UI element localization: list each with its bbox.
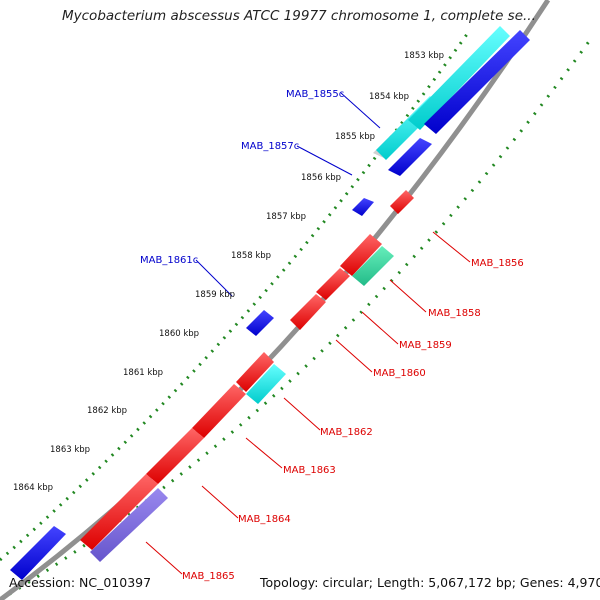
gene-label-mab-1865[interactable]: MAB_1865 — [182, 571, 235, 582]
scale-label: 1858 kbp — [231, 251, 271, 261]
gene-arrow-mab-1863[interactable] — [192, 384, 246, 438]
gene-label-mab-1864[interactable]: MAB_1864 — [238, 514, 291, 525]
leader-mab-1859 — [361, 311, 399, 345]
gene-arrow-mab-1865[interactable] — [80, 474, 158, 550]
accession-text: Accession: NC_010397 — [9, 575, 152, 590]
scale-label: 1862 kbp — [87, 406, 127, 416]
scale-label: 1855 kbp — [335, 132, 375, 142]
scale-label: 1863 kbp — [50, 445, 90, 455]
leader-mab-1864 — [201, 485, 239, 519]
gene-label-mab-1857c[interactable]: MAB_1857c — [241, 141, 299, 152]
gene-label-mab-1855c[interactable]: MAB_1855c — [286, 89, 344, 100]
gene-label-mab-1860[interactable]: MAB_1860 — [373, 368, 426, 379]
genome-backbone — [0, 0, 551, 600]
scale-track-outer — [0, 29, 472, 562]
topology-text: Topology: circular; — [260, 575, 373, 590]
leader-mab-1857c — [296, 145, 353, 176]
leader-mab-1860 — [335, 339, 373, 373]
gene-label-mab-1859[interactable]: MAB_1859 — [399, 340, 452, 351]
leader-mab-1863 — [245, 437, 283, 469]
gene-arrow-mab-1856[interactable] — [390, 190, 414, 214]
gene-arrow-cyan-mid[interactable] — [246, 364, 286, 404]
gene-arrow-mab-1861c[interactable] — [246, 310, 274, 336]
scale-label: 1856 kbp — [301, 173, 341, 183]
leader-mab-1856 — [432, 231, 471, 263]
scale-label: 1859 kbp — [195, 290, 235, 300]
gene-label-mab-1856[interactable]: MAB_1856 — [471, 258, 524, 269]
gene-label-mab-1862[interactable]: MAB_1862 — [320, 427, 373, 438]
gene-label-mab-1863[interactable]: MAB_1863 — [283, 465, 336, 476]
gene-arrow-teal[interactable] — [352, 246, 394, 286]
gene-arrow-mab-1857c[interactable] — [352, 198, 374, 216]
gene-arrow-mab-1858[interactable] — [340, 234, 382, 276]
length-text: Length: 5,067,172 bp; — [376, 575, 516, 590]
gene-arrow-blue-left[interactable] — [10, 526, 66, 580]
gene-arrow-mab-1860[interactable] — [290, 294, 326, 330]
leader-mab-1858 — [389, 279, 427, 313]
scale-label: 1864 kbp — [13, 483, 53, 493]
leader-mab-1861c — [195, 259, 233, 297]
gene-arrow-blue-top[interactable] — [424, 30, 530, 134]
gene-arrow-lavender[interactable] — [90, 488, 168, 562]
scale-label: 1861 kbp — [123, 368, 163, 378]
gene-label-mab-1858[interactable]: MAB_1858 — [428, 308, 481, 319]
gene-label-mab-1861c[interactable]: MAB_1861c — [140, 255, 198, 266]
gene-arrow-mab-1859[interactable] — [316, 268, 350, 300]
genome-stats: Topology: circular; Length: 5,067,172 bp… — [260, 575, 600, 590]
map-title: Mycobacterium abscessus ATCC 19977 chrom… — [62, 8, 536, 24]
scale-label: 1860 kbp — [159, 329, 199, 339]
gene-arrow-blue-2[interactable] — [388, 138, 432, 176]
gene-arrow-mab-1864[interactable] — [146, 428, 204, 484]
leader-mab-1865 — [145, 541, 183, 575]
leader-mab-1862 — [283, 397, 321, 431]
genes-count-text: Genes: 4,970 — [519, 575, 600, 590]
gene-arrow-mab-1862[interactable] — [236, 352, 274, 392]
leader-mab-1855c — [340, 92, 381, 129]
gene-arrow-cyan-top2[interactable] — [408, 26, 510, 130]
scale-label: 1853 kbp — [404, 51, 444, 61]
scale-label: 1854 kbp — [369, 92, 409, 102]
scale-label: 1857 kbp — [266, 212, 306, 222]
